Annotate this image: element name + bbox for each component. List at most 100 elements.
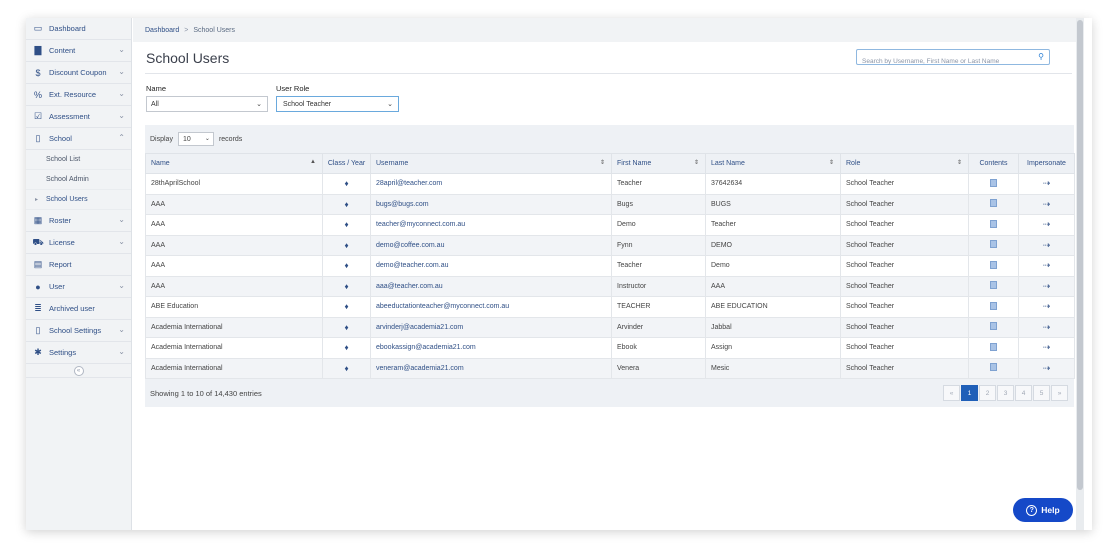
pagination-prev[interactable]: « — [943, 385, 960, 401]
sign-in-icon[interactable]: ⇢ — [1042, 342, 1051, 353]
users-table-panel: Display 10 ⌄ records Name ▲ Class / Year … — [145, 125, 1075, 407]
cell-role: School Teacher — [840, 275, 969, 297]
sidebar-item-label: Ext. Resource — [49, 90, 97, 99]
scrollbar[interactable] — [1076, 18, 1084, 530]
pagination-next[interactable]: » — [1051, 385, 1068, 401]
document-icon[interactable] — [990, 342, 997, 351]
cell-username[interactable]: bugs@bugs.com — [370, 193, 612, 215]
cell-username[interactable]: aaa@teacher.com.au — [370, 275, 612, 297]
cell-contents — [968, 357, 1019, 379]
tag-icon[interactable]: ♦ — [344, 343, 349, 353]
chevron-up-icon: ⌃ — [118, 133, 125, 142]
document-icon[interactable] — [990, 260, 997, 269]
cell-username[interactable]: demo@coffee.com.au — [370, 234, 612, 256]
cell-username[interactable]: abeeductationteacher@myconnect.com.au — [370, 296, 612, 318]
sidebar-item-content[interactable]: ▇ Content ⌄ — [26, 40, 131, 62]
cell-impersonate: ⇢ — [1018, 173, 1075, 195]
sign-in-icon[interactable]: ⇢ — [1042, 260, 1051, 271]
cell-username[interactable]: teacher@myconnect.com.au — [370, 214, 612, 236]
sidebar-item-archived-user[interactable]: ≣ Archived user — [26, 298, 131, 320]
breadcrumb-dashboard-link[interactable]: Dashboard — [145, 26, 180, 34]
document-icon[interactable] — [990, 178, 997, 187]
sidebar-item-school-settings[interactable]: ▯ School Settings ⌄ — [26, 320, 131, 342]
cell-username[interactable]: arvinderj@academia21.com — [370, 316, 612, 338]
column-header-username[interactable]: Username ⇕ — [370, 153, 612, 174]
document-icon[interactable] — [990, 199, 997, 208]
records-per-page-select[interactable]: 10 ⌄ — [177, 132, 214, 146]
tag-icon[interactable]: ♦ — [344, 281, 349, 291]
cell-username[interactable]: demo@teacher.com.au — [370, 255, 612, 277]
sidebar-item-discount-coupon[interactable]: $ Discount Coupon ⌄ — [26, 62, 131, 84]
tag-icon[interactable]: ♦ — [344, 179, 349, 189]
sidebar-item-label: School Settings — [49, 326, 102, 335]
tag-icon[interactable]: ♦ — [344, 302, 349, 312]
sidebar-item-dashboard[interactable]: ▭ Dashboard — [26, 18, 131, 40]
pagination-page[interactable]: 1 — [961, 385, 978, 401]
document-icon[interactable] — [990, 363, 997, 372]
pagination-page[interactable]: 2 — [979, 385, 996, 401]
name-filter: Name All ⌄ — [146, 84, 268, 112]
document-icon[interactable] — [990, 322, 997, 331]
sidebar-item-license[interactable]: ⛟ License ⌄ — [26, 232, 131, 254]
tag-icon[interactable]: ♦ — [344, 322, 349, 332]
sidebar-item-settings[interactable]: ✱ Settings ⌄ — [26, 342, 131, 364]
document-icon[interactable] — [990, 240, 997, 249]
sidebar-item-report[interactable]: ▤ Report — [26, 254, 131, 276]
sign-in-icon[interactable]: ⇢ — [1042, 321, 1051, 332]
cell-username[interactable]: veneram@academia21.com — [370, 357, 612, 379]
sign-in-icon[interactable]: ⇢ — [1042, 178, 1051, 189]
document-icon[interactable] — [990, 301, 997, 310]
pagination-page[interactable]: 3 — [997, 385, 1014, 401]
sidebar-subitem-label: School Admin — [46, 176, 89, 183]
column-header-role[interactable]: Role ⇕ — [840, 153, 969, 174]
school-settings-icon: ▯ — [35, 325, 41, 335]
sidebar-subitem-school-users[interactable]: ▸ School Users — [26, 190, 131, 210]
chevron-down-icon: ⌄ — [118, 45, 125, 54]
table-row: AAA ♦ aaa@teacher.com.au Instructor AAA Schoo… — [145, 275, 1075, 297]
search-input[interactable] — [857, 54, 1027, 69]
column-header-name[interactable]: Name ▲ — [145, 153, 323, 174]
chevron-down-icon: ⌄ — [118, 325, 125, 334]
sidebar-item-assessment[interactable]: ☑ Assessment ⌄ — [26, 106, 131, 128]
column-header-last-name[interactable]: Last Name ⇕ — [705, 153, 841, 174]
sidebar-subitem-school-admin[interactable]: School Admin — [26, 170, 131, 190]
app-window: ▭ Dashboard ▇ Content ⌄ $ Discount Coupon ⌄% Ext… — [26, 18, 1092, 530]
chevron-down-icon: ⌄ — [387, 101, 393, 108]
sidebar-subitem-school-list[interactable]: School List — [26, 150, 131, 170]
cell-username[interactable]: ebookassign@academia21.com — [370, 337, 612, 359]
sign-in-icon[interactable]: ⇢ — [1042, 301, 1051, 312]
collapse-sidebar-icon[interactable]: « — [73, 365, 84, 376]
tag-icon[interactable]: ♦ — [344, 261, 349, 271]
cell-first-name: TEACHER — [611, 296, 706, 318]
sign-in-icon[interactable]: ⇢ — [1042, 362, 1051, 373]
pagination-page[interactable]: 5 — [1033, 385, 1050, 401]
sidebar-item-user[interactable]: ● User ⌄ — [26, 276, 131, 298]
cell-last-name: ABE EDUCATION — [705, 296, 841, 318]
tag-icon[interactable]: ♦ — [344, 240, 349, 250]
tag-icon[interactable]: ♦ — [344, 363, 349, 373]
sign-in-icon[interactable]: ⇢ — [1042, 239, 1051, 250]
sidebar-item-school[interactable]: ▯ School ⌃ — [26, 128, 131, 150]
sidebar-item-ext-resource[interactable]: % Ext. Resource ⌄ — [26, 84, 131, 106]
cell-username[interactable]: 28april@teacher.com — [370, 173, 612, 195]
sign-in-icon[interactable]: ⇢ — [1042, 198, 1051, 209]
name-select[interactable]: All ⌄ — [146, 96, 268, 112]
help-button[interactable]: ? Help — [1013, 498, 1073, 522]
table-row: Academia International ♦ arvinderj@academi… — [145, 316, 1075, 338]
document-icon[interactable] — [990, 281, 997, 290]
sign-in-icon[interactable]: ⇢ — [1042, 219, 1051, 230]
cell-impersonate: ⇢ — [1018, 337, 1075, 359]
role-select[interactable]: School Teacher ⌄ — [276, 96, 399, 112]
tag-icon[interactable]: ♦ — [344, 199, 349, 209]
role-filter-label: User Role — [276, 84, 310, 93]
cell-impersonate: ⇢ — [1018, 234, 1075, 256]
pagination-page[interactable]: 4 — [1015, 385, 1032, 401]
search-icon[interactable]: ⚲ — [1038, 52, 1044, 61]
sign-in-icon[interactable]: ⇢ — [1042, 280, 1051, 291]
document-icon[interactable] — [990, 219, 997, 228]
column-header-first-name[interactable]: First Name ⇕ — [611, 153, 706, 174]
tag-icon[interactable]: ♦ — [344, 220, 349, 230]
sidebar-item-roster[interactable]: ▦ Roster ⌄ — [26, 210, 131, 232]
sidebar-collapse-row: « — [26, 364, 131, 378]
scrollbar-thumb[interactable] — [1077, 20, 1083, 490]
